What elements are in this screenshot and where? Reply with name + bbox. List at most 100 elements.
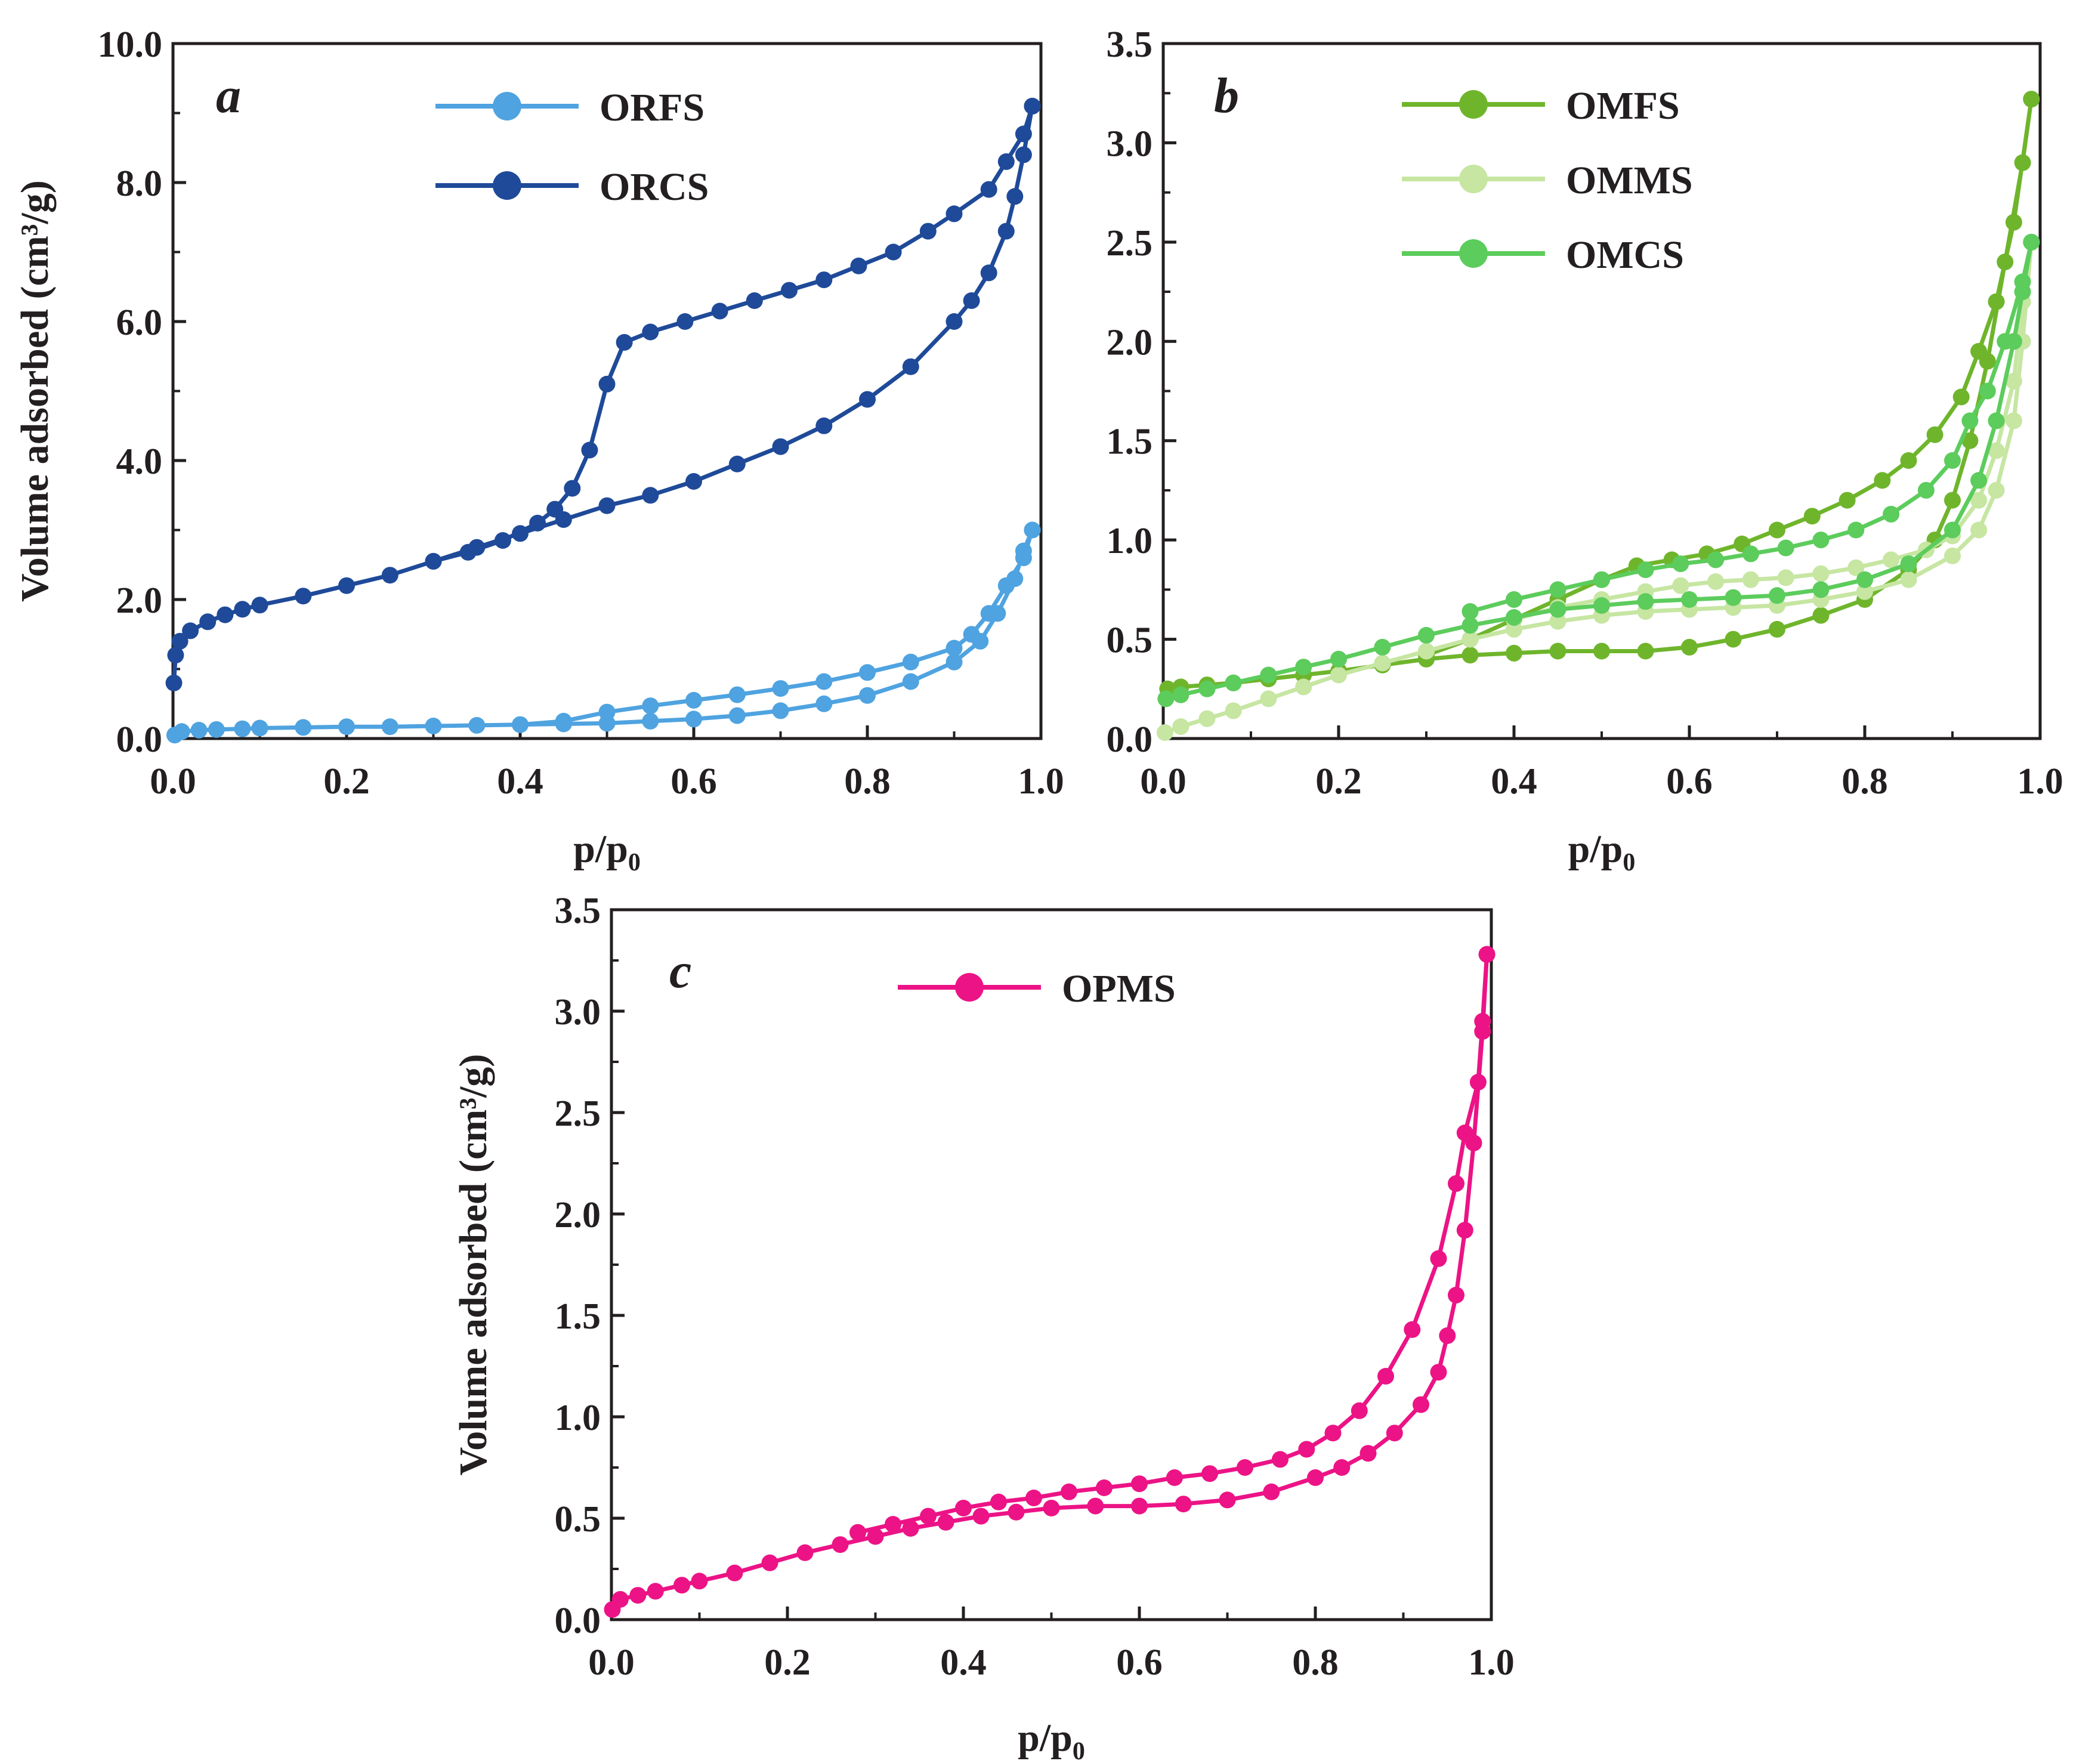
orcs-desorption-point <box>598 375 616 393</box>
omcs-desorption-point <box>1462 603 1479 620</box>
opms-desorption-point <box>1237 1459 1253 1476</box>
orfs-adsorption-point <box>815 695 833 712</box>
x-tick-label: 0.2 <box>764 1642 811 1683</box>
opms-adsorption-point <box>1386 1425 1403 1442</box>
panel-letter: a <box>216 68 241 123</box>
omms-adsorption-point <box>1944 547 1961 564</box>
y-tick-label: 3.5 <box>555 891 601 931</box>
omcs-adsorption-point <box>1295 659 1312 676</box>
y-tick-label: 6.0 <box>116 302 163 343</box>
legend-marker <box>1459 165 1488 193</box>
opms-desorption-point <box>1377 1368 1394 1385</box>
opms-adsorption-point <box>937 1513 954 1531</box>
legend-label: OMMS <box>1566 159 1693 202</box>
orfs-desorption-point <box>512 716 529 733</box>
opms-adsorption-point <box>867 1528 884 1545</box>
omms-desorption-point <box>1988 442 2005 459</box>
omfs-desorption-point <box>1769 521 1785 539</box>
x-tick-label: 0.6 <box>671 761 717 802</box>
omcs-desorption-point <box>1707 551 1725 569</box>
legend-marker <box>955 973 984 1002</box>
orcs-adsorption-point <box>217 606 234 623</box>
y-tick-label: 0.0 <box>555 1601 601 1641</box>
opms-adsorption-point <box>902 1520 919 1537</box>
orfs-adsorption-point <box>381 718 398 736</box>
orfs-desorption-point <box>963 626 980 643</box>
omcs-desorption-point <box>1944 452 1961 469</box>
orcs-adsorption-point <box>859 391 876 408</box>
opms-desorption-point <box>1096 1479 1113 1496</box>
orcs-adsorption-point <box>772 438 789 455</box>
legend-marker <box>1459 90 1488 119</box>
orcs-adsorption-point <box>234 601 251 618</box>
y-tick-label: 0.5 <box>1107 620 1153 661</box>
omms-adsorption-point <box>1462 631 1479 648</box>
opms-desorption-point <box>1456 1124 1473 1141</box>
omfs-desorption-point <box>1926 426 1943 443</box>
orcs-adsorption-point <box>381 567 398 584</box>
omms-adsorption-point <box>1260 690 1277 708</box>
omcs-desorption-point <box>1593 571 1610 588</box>
orcs-desorption-point <box>459 543 477 561</box>
orcs-adsorption-point <box>171 632 189 650</box>
omfs-desorption-point <box>1988 293 2005 310</box>
chart-panel-c: 0.0 0.2 0.4 0.6 0.8 1.0 0.0 0.5 1.0 1.5 2.0 2.5 3.0 3… <box>452 891 1515 1764</box>
omcs-adsorption-point <box>1725 589 1742 606</box>
legend-label: OPMS <box>1062 967 1176 1011</box>
opms-adsorption-point <box>1333 1459 1351 1476</box>
series-omms <box>1156 233 2040 741</box>
orcs-desorption-point <box>1015 125 1032 143</box>
opms-adsorption-point <box>629 1587 647 1604</box>
orfs-desorption-line <box>520 529 1034 727</box>
orcs-adsorption-point <box>728 455 746 472</box>
opms-adsorption-point <box>611 1591 629 1608</box>
orcs-desorption-point <box>997 153 1015 170</box>
orfs-desorption-point <box>772 680 789 697</box>
legend-marker <box>1459 239 1488 268</box>
orcs-adsorption-point <box>946 313 963 330</box>
series-opms <box>604 946 1496 1618</box>
x-tick-label: 0.8 <box>1292 1642 1339 1683</box>
x-tick-label: 1.0 <box>1018 761 1064 802</box>
omcs-adsorption-point <box>1462 617 1479 634</box>
omcs-desorption-point <box>1917 481 1935 499</box>
omcs-adsorption-point <box>1988 412 2005 430</box>
omms-desorption-point <box>1883 551 1900 569</box>
orfs-adsorption-point <box>946 653 963 671</box>
x-tick-label: 0.4 <box>940 1642 987 1683</box>
omcs-desorption-point <box>1847 521 1865 539</box>
omfs-adsorption-point <box>1549 642 1566 660</box>
orfs-adsorption-line <box>174 529 1034 737</box>
orcs-adsorption-point <box>165 674 183 691</box>
opms-desorption-point <box>1404 1321 1421 1338</box>
omcs-adsorption-line <box>1165 242 2034 701</box>
orcs-adsorption-point <box>182 622 199 640</box>
orcs-desorption-point <box>746 292 763 309</box>
chart-panel-b: 0.0 0.2 0.4 0.6 0.8 1.0 0.0 0.5 1.0 1.5 2.0 2.5 3.0 3… <box>1107 24 2063 876</box>
y-tick-label: 8.0 <box>116 163 163 204</box>
orcs-desorption-point <box>850 257 867 274</box>
orcs-desorption-point <box>616 333 633 351</box>
omfs-desorption-point <box>1900 452 1917 469</box>
orfs-desorption-point <box>1015 549 1032 567</box>
opms-adsorption-point <box>1219 1491 1236 1509</box>
x-tick-label: 0.6 <box>1666 761 1713 802</box>
omms-desorption-point <box>1812 565 1830 582</box>
y-tick-label: 2.5 <box>555 1093 601 1134</box>
opms-desorption-point <box>1025 1490 1042 1506</box>
orfs-desorption-point <box>728 686 746 703</box>
omcs-desorption-point <box>1777 539 1794 557</box>
opms-desorption-point <box>1474 1013 1491 1030</box>
orfs-adsorption-point <box>772 702 789 719</box>
omfs-adsorption-point <box>1725 631 1742 648</box>
omms-adsorption-point <box>1156 724 1173 741</box>
opms-adsorption-point <box>1175 1496 1192 1513</box>
opms-adsorption-point <box>1448 1287 1464 1303</box>
opms-adsorption-point <box>796 1544 814 1561</box>
y-axis-title: Volume adsorbed (cm³/g) <box>13 180 57 602</box>
omfs-desorption-point <box>1803 508 1821 525</box>
omfs-adsorption-point <box>1944 492 1961 509</box>
omcs-adsorption-point <box>1172 686 1189 703</box>
omcs-adsorption-point <box>1812 581 1830 598</box>
legend-label: OMCS <box>1566 233 1684 277</box>
